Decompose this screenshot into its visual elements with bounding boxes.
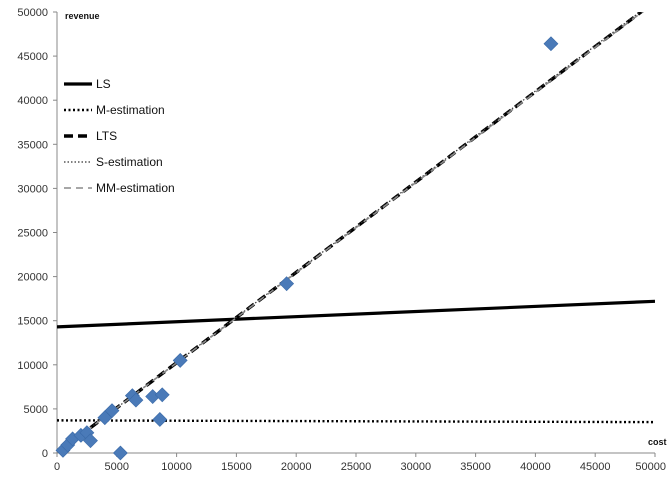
y-tick-label: 25000 bbox=[17, 228, 48, 240]
y-tick-label: 45000 bbox=[17, 51, 48, 63]
legend: LS M-estimation LTS S-estimation MM-estimati… bbox=[64, 77, 175, 195]
y-tick-labels: 0 5000 10000 15000 20000 25000 30000 35000 40000… bbox=[17, 7, 57, 460]
x-tick-label: 10000 bbox=[161, 461, 192, 473]
legend-label: MM-estimation bbox=[96, 181, 175, 195]
x-tick-label: 25000 bbox=[341, 461, 372, 473]
regression-line-ls bbox=[57, 299, 655, 329]
y-tick-label: 10000 bbox=[17, 360, 48, 372]
legend-label: S-estimation bbox=[96, 155, 163, 169]
data-point bbox=[152, 412, 168, 427]
x-tick-label: 15000 bbox=[221, 461, 252, 473]
legend-label: LTS bbox=[96, 129, 117, 143]
data-points bbox=[55, 36, 559, 461]
x-tick-label: 40000 bbox=[520, 461, 551, 473]
y-tick-label: 0 bbox=[42, 448, 48, 460]
x-tick-label: 0 bbox=[54, 461, 60, 473]
y-tick-label: 5000 bbox=[24, 404, 48, 416]
x-tick-label: 20000 bbox=[281, 461, 312, 473]
y-axis-label: revenue bbox=[65, 11, 100, 21]
x-tick-labels: 0 5000 10000 15000 20000 25000 30000 35000 40000… bbox=[54, 453, 666, 473]
y-tick-label: 15000 bbox=[17, 316, 48, 328]
x-tick-label: 5000 bbox=[105, 461, 129, 473]
data-point bbox=[112, 445, 128, 461]
regression-lines bbox=[57, 12, 655, 453]
x-tick-label: 35000 bbox=[460, 461, 491, 473]
y-tick-label: 20000 bbox=[17, 272, 48, 284]
data-point bbox=[172, 352, 188, 368]
x-tick-label: 30000 bbox=[401, 461, 432, 473]
y-tick-label: 30000 bbox=[17, 183, 48, 195]
data-point bbox=[83, 433, 98, 449]
x-axis-label: cost bbox=[648, 437, 667, 447]
x-tick-label: 50000 bbox=[635, 461, 666, 473]
y-tick-label: 50000 bbox=[17, 7, 48, 19]
legend-label: M-estimation bbox=[96, 103, 165, 117]
x-tick-label: 45000 bbox=[580, 461, 611, 473]
data-point bbox=[104, 403, 120, 419]
y-tick-label: 35000 bbox=[17, 139, 48, 151]
legend-label: LS bbox=[96, 77, 111, 91]
y-tick-label: 40000 bbox=[17, 95, 48, 107]
axes bbox=[56, 12, 655, 454]
data-point bbox=[128, 392, 144, 408]
regression-line-mm-estimation bbox=[57, 12, 644, 453]
data-point bbox=[543, 36, 559, 52]
regression-line-m-estimation bbox=[57, 419, 655, 424]
data-point bbox=[279, 276, 295, 292]
data-point bbox=[154, 387, 170, 403]
